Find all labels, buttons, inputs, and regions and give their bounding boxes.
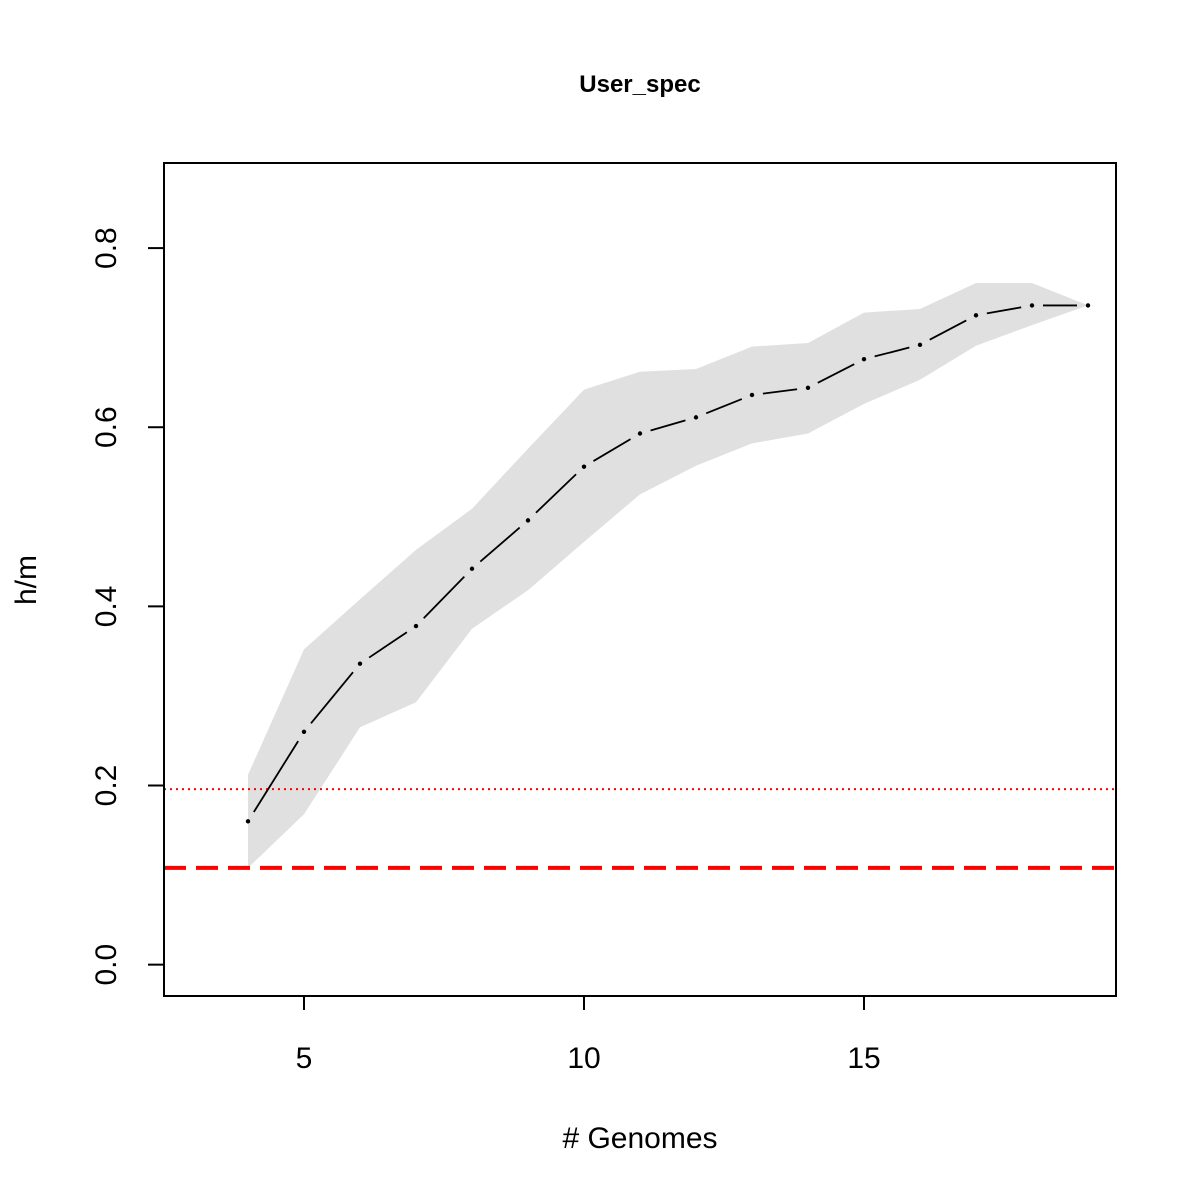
- x-axis-title: # Genomes: [562, 1122, 717, 1155]
- y-tick-label: 0.4: [90, 586, 123, 628]
- data-point: [1029, 303, 1035, 308]
- chart-title: User_spec: [579, 71, 700, 98]
- x-tick-label: 15: [847, 1042, 880, 1075]
- data-point: [469, 566, 475, 571]
- data-point: [525, 518, 531, 523]
- data-point: [861, 356, 867, 362]
- data-point: [581, 464, 587, 469]
- y-tick-label: 0.8: [90, 227, 123, 269]
- y-tick-label: 0.6: [90, 406, 123, 448]
- series-line-segment: [368, 631, 408, 659]
- y-tick-label: 0.2: [90, 765, 123, 807]
- series-line-segment: [593, 438, 631, 462]
- series-line-segment: [310, 671, 354, 724]
- series-line-segment: [650, 419, 686, 432]
- series-line-segment: [762, 388, 798, 395]
- series-layer: [245, 303, 1091, 824]
- reference-lines-layer: [164, 788, 1116, 870]
- y-axis-title: h/m: [10, 555, 43, 605]
- y-tick-label: 0.0: [90, 944, 123, 986]
- data-point: [413, 623, 419, 629]
- axes-layer: 5 10 15 0.0 0.2 0.4 0.6 0.8: [90, 227, 881, 1075]
- data-point: [637, 431, 643, 436]
- data-point: [917, 342, 923, 348]
- series-line-segment: [479, 526, 521, 563]
- data-point: [749, 392, 755, 398]
- series-line-segment: [986, 306, 1022, 315]
- data-point: [805, 385, 811, 391]
- data-point: [693, 415, 699, 420]
- data-point: [357, 661, 363, 666]
- confidence-band-layer: [248, 283, 1088, 868]
- series-line-segment: [874, 346, 910, 358]
- data-point: [973, 313, 979, 318]
- series-line-segment: [705, 398, 743, 415]
- data-point: [301, 729, 307, 734]
- series-line-segment: [817, 363, 855, 384]
- plot-frame: [163, 162, 1117, 997]
- series-line-segment: [423, 575, 465, 619]
- series-line-segment: [929, 319, 967, 341]
- x-tick-label: 10: [567, 1042, 600, 1075]
- series-line-segment: [535, 473, 577, 514]
- data-point: [1085, 303, 1091, 308]
- x-tick-label: 5: [296, 1042, 313, 1075]
- confidence-band: [248, 283, 1088, 868]
- series-line-segment: [253, 740, 299, 813]
- data-point: [245, 819, 251, 824]
